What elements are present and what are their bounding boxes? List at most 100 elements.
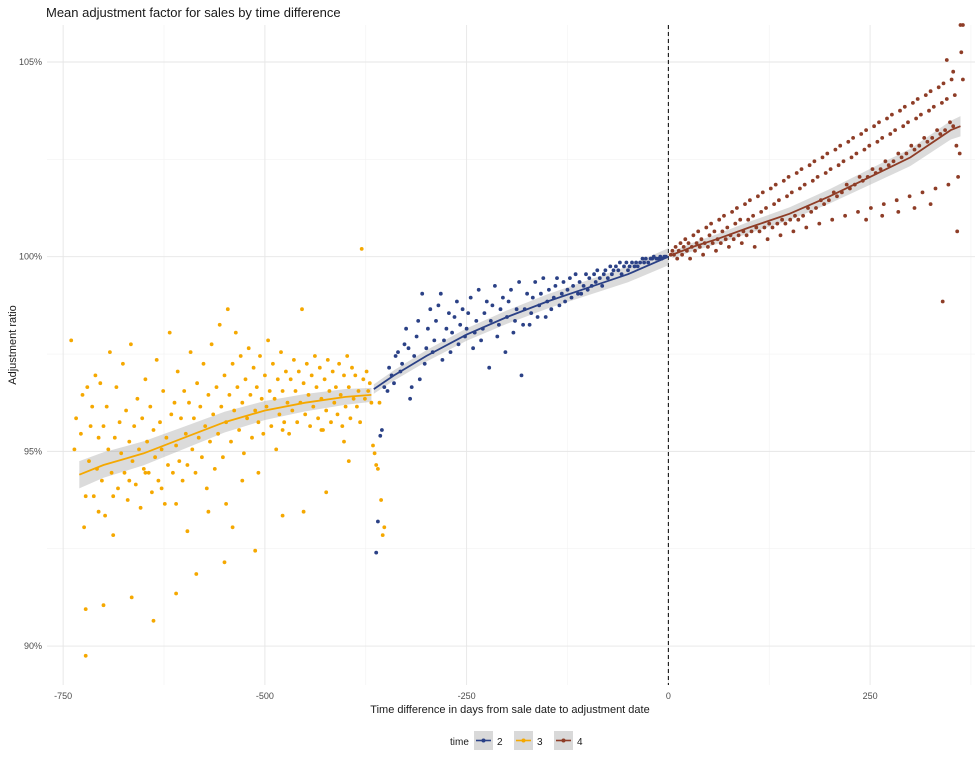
point-series-2 [442, 338, 446, 343]
point-series-3 [219, 404, 224, 409]
point-series-2 [497, 322, 501, 327]
point-series-3 [119, 451, 124, 456]
point-series-3 [342, 439, 346, 444]
point-series-3 [129, 342, 133, 347]
point-series-2 [476, 287, 481, 292]
point-series-3 [174, 502, 179, 506]
point-series-4 [914, 116, 918, 121]
point-series-3 [174, 443, 179, 448]
point-series-3 [319, 428, 324, 432]
point-series-4 [801, 213, 805, 218]
point-series-2 [402, 342, 407, 347]
point-series-4 [706, 245, 710, 249]
point-series-4 [748, 198, 752, 203]
point-series-3 [111, 494, 116, 499]
point-series-4 [880, 213, 885, 218]
point-series-2 [638, 260, 642, 265]
point-series-4 [954, 143, 959, 148]
point-series-4 [778, 233, 783, 238]
point-series-2 [511, 330, 516, 335]
point-series-2 [529, 311, 534, 315]
smooth-line-series-3 [78, 394, 372, 476]
point-series-2 [608, 264, 613, 269]
point-series-3 [185, 529, 190, 534]
point-series-3 [111, 533, 116, 537]
point-series-2 [408, 396, 412, 401]
point-series-3 [151, 428, 156, 432]
point-series-2 [561, 280, 566, 284]
point-series-3 [325, 358, 330, 362]
point-series-3 [74, 416, 78, 421]
point-series-3 [158, 420, 162, 425]
point-series-2 [519, 373, 524, 378]
point-series-2 [571, 284, 575, 288]
point-series-2 [424, 346, 429, 351]
plot-area [47, 23, 975, 685]
point-series-2 [557, 303, 562, 308]
point-series-2 [618, 260, 622, 265]
point-series-4 [920, 190, 925, 195]
y-tick-label: 95% [24, 446, 42, 456]
point-series-3 [222, 373, 227, 378]
point-series-3 [311, 404, 316, 409]
y-tick-label: 90% [24, 641, 42, 651]
point-series-3 [132, 424, 137, 428]
point-series-3 [180, 478, 185, 483]
point-series-3 [209, 342, 214, 347]
point-series-3 [217, 322, 222, 327]
point-series-3 [366, 389, 371, 393]
point-series-4 [720, 229, 725, 234]
point-series-4 [714, 248, 718, 253]
point-series-2 [447, 311, 451, 315]
point-series-4 [722, 213, 726, 218]
point-series-3 [376, 467, 380, 471]
point-series-3 [171, 470, 175, 475]
point-series-4 [810, 178, 815, 183]
point-series-3 [83, 653, 88, 658]
point-series-3 [200, 455, 204, 460]
point-series-3 [348, 416, 353, 421]
point-series-4 [928, 202, 933, 207]
point-series-2 [559, 291, 564, 296]
point-series-2 [487, 365, 492, 370]
point-series-2 [622, 264, 626, 269]
point-series-3 [162, 502, 167, 506]
point-series-3 [117, 420, 122, 425]
y-tick-label: 100% [19, 252, 42, 262]
grid [47, 25, 975, 685]
point-series-3 [327, 389, 332, 393]
legend-label-series-4: 4 [577, 737, 583, 748]
point-series-2 [414, 334, 419, 339]
point-series-4 [830, 217, 835, 222]
point-series-3 [114, 385, 119, 389]
x-tick-label: -750 [54, 691, 72, 701]
point-series-4 [738, 217, 743, 222]
point-series-2 [614, 264, 618, 269]
point-series-4 [864, 217, 868, 222]
point-series-2 [440, 358, 445, 362]
point-series-4 [909, 143, 914, 148]
point-series-3 [363, 396, 367, 401]
point-series-3 [313, 354, 317, 358]
point-series-3 [242, 451, 246, 456]
point-series-2 [498, 307, 503, 312]
point-series-3 [166, 463, 170, 467]
point-series-4 [893, 128, 897, 133]
point-series-4 [686, 241, 691, 246]
point-series-4 [938, 132, 943, 136]
confidence-band-series-4 [672, 116, 961, 259]
point-series-4 [886, 163, 891, 168]
point-series-4 [896, 151, 901, 156]
point-series-2 [513, 319, 517, 323]
point-series-4 [739, 241, 744, 246]
point-series-3 [246, 346, 251, 351]
point-series-4 [940, 299, 945, 304]
point-series-2 [432, 338, 437, 343]
point-series-4 [833, 147, 838, 152]
point-series-3 [127, 439, 132, 444]
point-series-2 [634, 260, 638, 265]
legend-point-series-2 [481, 738, 486, 743]
point-series-4 [907, 194, 912, 199]
point-series-3 [116, 486, 120, 491]
